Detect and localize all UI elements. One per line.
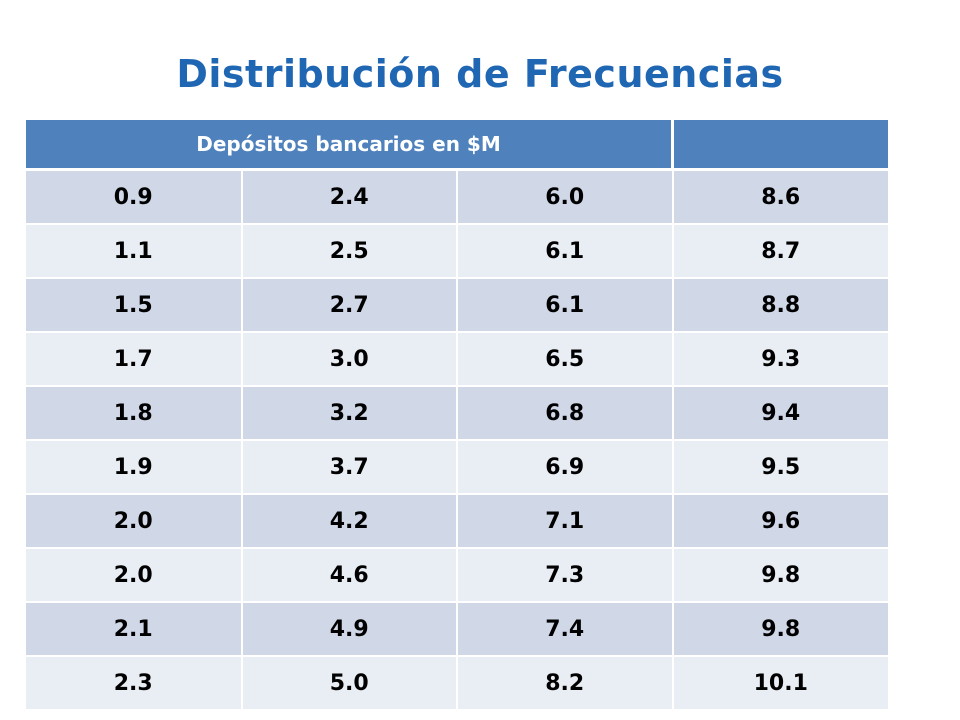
table-row: 2.0 4.6 7.3 9.8 — [26, 548, 888, 603]
table-row: 1.5 2.7 6.1 8.8 — [26, 278, 888, 333]
table-cell: 2.0 — [26, 494, 243, 549]
table-body: 0.9 2.4 6.0 8.6 1.1 2.5 6.1 8.7 1.5 2.7 6.1 8.8 1.7 3… — [26, 169, 888, 711]
table-cell: 1.5 — [26, 278, 243, 333]
table-row: 2.0 4.2 7.1 9.6 — [26, 494, 888, 549]
table-header-label: Depósitos bancarios en $M — [26, 120, 674, 171]
table-row: 2.1 4.9 7.4 9.8 — [26, 602, 888, 657]
table-cell: 6.9 — [457, 440, 674, 495]
table-cell: 9.4 — [672, 386, 888, 441]
table-cell: 9.5 — [672, 440, 888, 495]
table-row: 0.9 2.4 6.0 8.6 — [26, 169, 888, 225]
table-header-row: Depósitos bancarios en $M — [26, 120, 888, 171]
table-row: 1.7 3.0 6.5 9.3 — [26, 332, 888, 387]
slide-title: Distribución de Frecuencias — [176, 52, 784, 96]
table-cell: 4.2 — [241, 494, 458, 549]
table-cell: 9.3 — [672, 332, 888, 387]
table-cell: 1.7 — [26, 332, 243, 387]
table-row: 1.9 3.7 6.9 9.5 — [26, 440, 888, 495]
table-row: 1.8 3.2 6.8 9.4 — [26, 386, 888, 441]
table-cell: 6.0 — [457, 169, 674, 225]
frequency-table: Depósitos bancarios en $M 0.9 2.4 6.0 8.6 1.… — [26, 120, 888, 711]
table-cell: 6.1 — [457, 224, 674, 279]
table-cell: 9.6 — [672, 494, 888, 549]
table-cell: 2.7 — [241, 278, 458, 333]
table-row: 1.1 2.5 6.1 8.7 — [26, 224, 888, 279]
table-cell: 9.8 — [672, 548, 888, 603]
table-cell: 6.8 — [457, 386, 674, 441]
table-cell: 2.0 — [26, 548, 243, 603]
table-cell: 4.6 — [241, 548, 458, 603]
table-cell: 3.2 — [241, 386, 458, 441]
table-cell: 4.9 — [241, 602, 458, 657]
table-cell: 7.4 — [457, 602, 674, 657]
table-cell: 8.7 — [672, 224, 888, 279]
table-cell: 2.3 — [26, 656, 243, 711]
table-cell: 5.0 — [241, 656, 458, 711]
table-cell: 2.4 — [241, 169, 458, 225]
table-cell: 2.5 — [241, 224, 458, 279]
table-cell: 7.3 — [457, 548, 674, 603]
table-cell: 6.5 — [457, 332, 674, 387]
table-row: 2.3 5.0 8.2 10.1 — [26, 656, 888, 711]
table-cell: 9.8 — [672, 602, 888, 657]
table-cell: 6.1 — [457, 278, 674, 333]
table-cell: 2.1 — [26, 602, 243, 657]
table-cell: 3.7 — [241, 440, 458, 495]
table-cell: 10.1 — [672, 656, 888, 711]
table-cell: 3.0 — [241, 332, 458, 387]
table-cell: 1.8 — [26, 386, 243, 441]
table-header-empty — [672, 120, 888, 171]
table-cell: 8.8 — [672, 278, 888, 333]
table-cell: 8.6 — [672, 169, 888, 225]
table-cell: 7.1 — [457, 494, 674, 549]
table-cell: 1.1 — [26, 224, 243, 279]
table-cell: 8.2 — [457, 656, 674, 711]
table-cell: 0.9 — [26, 169, 243, 225]
table-cell: 1.9 — [26, 440, 243, 495]
